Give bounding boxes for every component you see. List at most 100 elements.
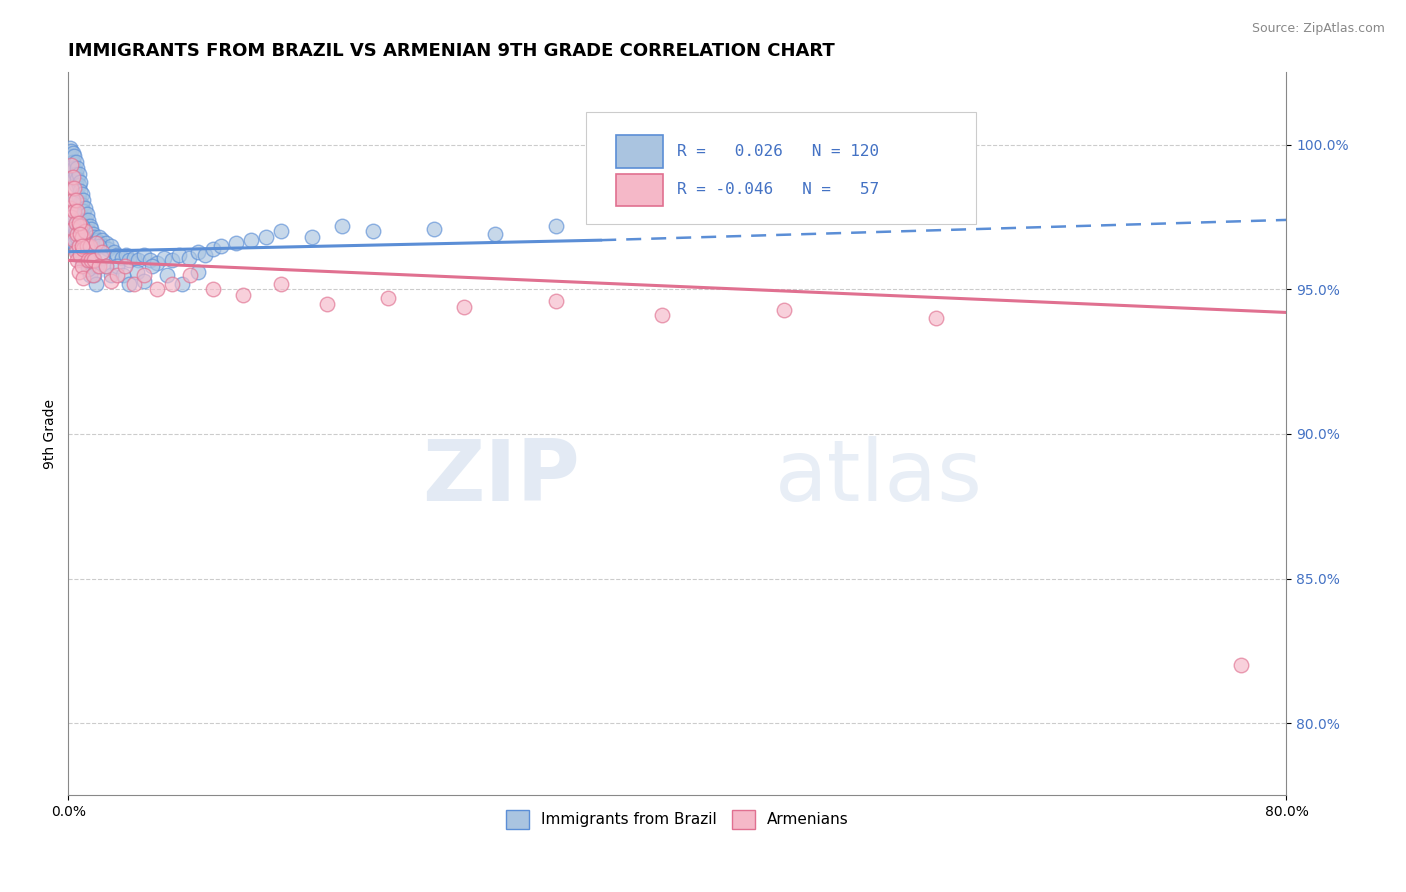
- Point: [89, 235, 111, 250]
- Point: [66, 230, 89, 244]
- Point: [65, 225, 87, 239]
- Point: [66, 204, 89, 219]
- Point: [76, 251, 98, 265]
- Point: [225, 235, 247, 250]
- Point: [201, 242, 224, 256]
- Point: [122, 251, 145, 265]
- Point: [70, 253, 93, 268]
- Point: [80, 253, 103, 268]
- Point: [145, 256, 167, 270]
- Point: [60, 181, 83, 195]
- Point: [105, 259, 128, 273]
- Point: [82, 239, 104, 253]
- Point: [77, 259, 100, 273]
- Point: [69, 227, 91, 242]
- Point: [187, 265, 209, 279]
- Legend: Immigrants from Brazil, Armenians: Immigrants from Brazil, Armenians: [499, 804, 855, 835]
- Point: [62, 213, 84, 227]
- Point: [773, 302, 796, 317]
- Point: [69, 175, 91, 189]
- Point: [77, 213, 100, 227]
- Point: [96, 235, 118, 250]
- Point: [97, 242, 120, 256]
- Point: [96, 259, 118, 273]
- Point: [96, 259, 118, 273]
- Point: [134, 247, 156, 261]
- Point: [160, 253, 183, 268]
- Point: [87, 259, 110, 273]
- Point: [62, 221, 84, 235]
- Point: [66, 253, 89, 268]
- Point: [270, 225, 292, 239]
- Point: [60, 210, 83, 224]
- Point: [100, 268, 122, 282]
- Point: [66, 161, 89, 175]
- Point: [76, 219, 98, 233]
- Point: [179, 268, 201, 282]
- Point: [86, 233, 108, 247]
- Point: [63, 219, 86, 233]
- Point: [59, 202, 82, 216]
- Point: [125, 265, 148, 279]
- Point: [70, 230, 93, 244]
- Point: [79, 219, 101, 233]
- Point: [65, 155, 87, 169]
- Point: [79, 239, 101, 253]
- Point: [66, 227, 89, 242]
- Bar: [616, 136, 662, 168]
- Text: IMMIGRANTS FROM BRAZIL VS ARMENIAN 9TH GRADE CORRELATION CHART: IMMIGRANTS FROM BRAZIL VS ARMENIAN 9TH G…: [69, 42, 835, 60]
- Point: [82, 268, 104, 282]
- Text: ZIP: ZIP: [422, 436, 579, 519]
- Point: [82, 227, 104, 242]
- Point: [59, 202, 82, 216]
- Text: R = -0.046   N =   57: R = -0.046 N = 57: [678, 182, 880, 197]
- Point: [70, 239, 93, 253]
- Point: [65, 193, 87, 207]
- Point: [60, 144, 83, 158]
- Point: [91, 239, 114, 253]
- Point: [70, 186, 93, 201]
- Point: [1229, 658, 1251, 673]
- Point: [83, 242, 105, 256]
- Point: [87, 230, 110, 244]
- Point: [453, 300, 475, 314]
- Point: [87, 239, 110, 253]
- Point: [177, 251, 200, 265]
- Point: [100, 239, 122, 253]
- Point: [79, 230, 101, 244]
- Point: [544, 293, 567, 308]
- Point: [65, 167, 87, 181]
- Point: [194, 247, 217, 261]
- Point: [139, 253, 162, 268]
- Point: [141, 259, 163, 273]
- Point: [69, 247, 91, 261]
- Point: [172, 277, 194, 291]
- Point: [70, 219, 93, 233]
- Point: [115, 247, 138, 261]
- Point: [72, 230, 94, 244]
- Point: [67, 178, 90, 193]
- Point: [72, 193, 94, 207]
- Point: [77, 262, 100, 277]
- Point: [66, 227, 89, 242]
- Point: [80, 247, 103, 261]
- Point: [69, 184, 91, 198]
- Point: [84, 235, 107, 250]
- Point: [67, 239, 90, 253]
- Point: [90, 233, 112, 247]
- Point: [65, 178, 87, 193]
- Point: [62, 169, 84, 184]
- Point: [156, 268, 179, 282]
- Point: [69, 219, 91, 233]
- Point: [76, 207, 98, 221]
- Point: [169, 247, 191, 261]
- Point: [361, 225, 384, 239]
- Point: [59, 140, 82, 154]
- Point: [73, 247, 96, 261]
- Point: [84, 277, 107, 291]
- FancyBboxPatch shape: [586, 112, 976, 224]
- Point: [67, 239, 90, 253]
- Point: [63, 181, 86, 195]
- Point: [69, 244, 91, 259]
- Point: [60, 158, 83, 172]
